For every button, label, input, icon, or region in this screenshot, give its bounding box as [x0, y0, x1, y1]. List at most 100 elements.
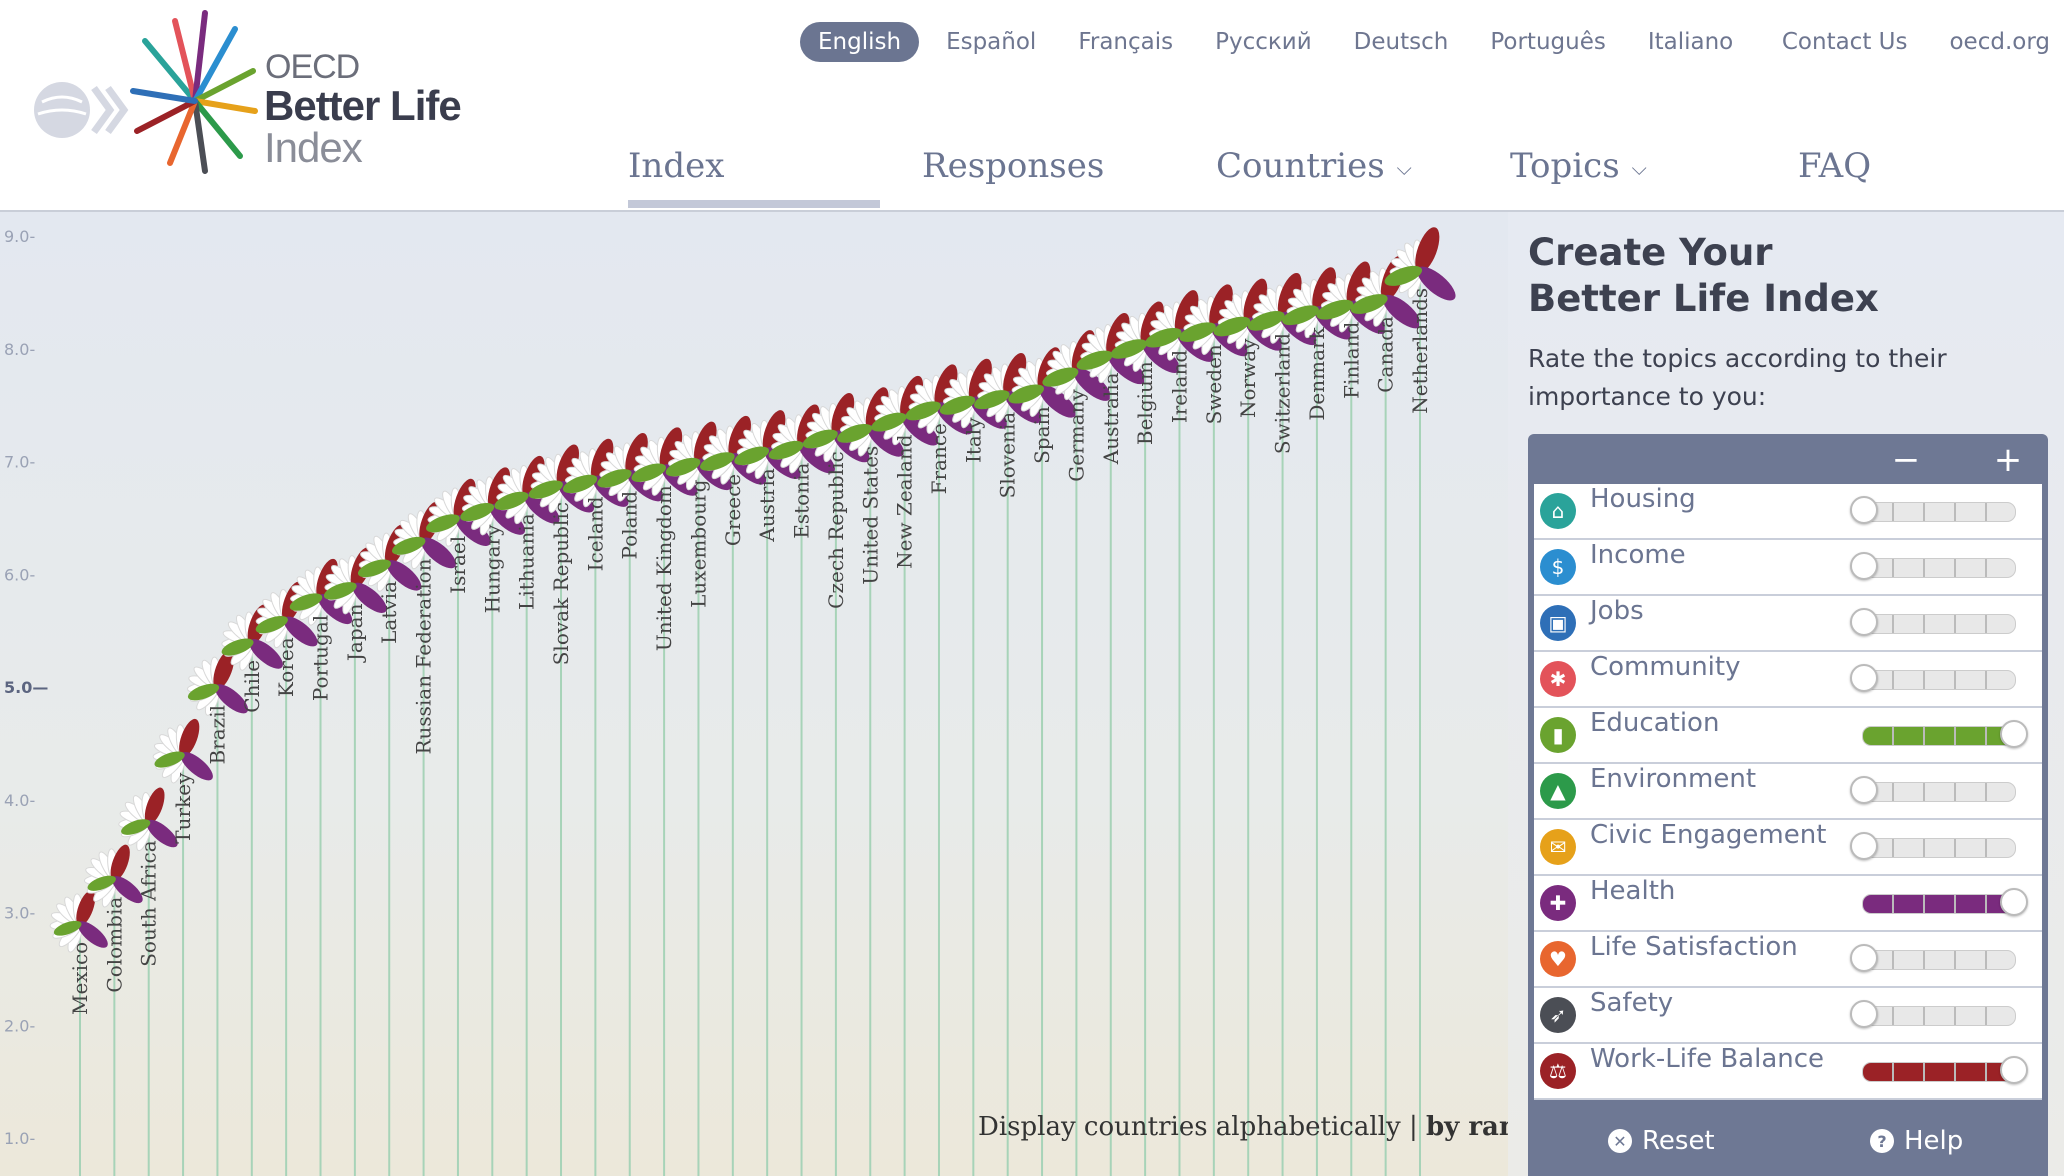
country-label[interactable]: Japan [343, 603, 367, 663]
country-label[interactable]: Australia [1099, 372, 1123, 465]
country-label[interactable]: Brazil [205, 705, 229, 765]
lang-english[interactable]: English [800, 22, 920, 62]
topic-slider[interactable] [1862, 1006, 2016, 1026]
topic-slider[interactable] [1862, 670, 2016, 690]
country-flower[interactable]: Lithuania [492, 453, 564, 1176]
slider-handle[interactable] [1850, 1000, 1878, 1028]
country-label[interactable]: Mexico [68, 942, 92, 1015]
topic-slider[interactable] [1862, 782, 2016, 802]
country-label[interactable]: Ireland [1167, 350, 1191, 423]
lang-deutsch[interactable]: Deutsch [1353, 29, 1449, 55]
country-label[interactable]: Slovak Republic [549, 502, 573, 665]
country-label[interactable]: Lithuania [515, 513, 539, 610]
country-label[interactable]: Finland [1339, 321, 1363, 398]
country-flower[interactable]: Hungary [458, 465, 530, 1176]
slider-handle[interactable] [2000, 1056, 2028, 1084]
country-flower[interactable]: Israel [424, 476, 495, 1176]
country-label[interactable]: Turkey [171, 772, 195, 844]
nav-responses[interactable]: Responses [922, 146, 1104, 186]
nav-index[interactable]: Index [628, 146, 724, 186]
reset-button[interactable]: ✕ Reset [1608, 1126, 1715, 1156]
country-label[interactable]: Israel [446, 536, 470, 594]
country-flower[interactable]: Russian Federation [390, 499, 461, 1176]
country-label[interactable]: France [927, 423, 951, 494]
better-life-flower-logo-icon[interactable] [130, 6, 260, 176]
country-flower[interactable]: Colombia [83, 842, 147, 1176]
country-label[interactable]: Portugal [309, 615, 333, 701]
lang-espanol[interactable]: Español [946, 29, 1037, 55]
country-flower[interactable]: Turkey [152, 716, 217, 1176]
country-label[interactable]: Belgium [1133, 361, 1157, 445]
country-label[interactable]: United Kingdom [652, 485, 676, 651]
country-flower[interactable]: Germany [1040, 327, 1116, 1176]
sort-alphabetically-link[interactable]: Display countries alphabetically [978, 1112, 1401, 1142]
slider-handle[interactable] [1850, 608, 1878, 636]
topic-slider[interactable] [1862, 558, 2016, 578]
help-button[interactable]: ? Help [1870, 1126, 1963, 1156]
lang-francais[interactable]: Français [1078, 29, 1174, 55]
country-label[interactable]: Latvia [377, 581, 401, 644]
slider-handle[interactable] [1850, 496, 1878, 524]
contact-us-link[interactable]: Contact Us [1781, 29, 1908, 55]
country-flower[interactable]: Canada [1348, 253, 1426, 1176]
country-label[interactable]: Russian Federation [412, 558, 436, 754]
topic-slider[interactable] [1862, 502, 2016, 522]
country-label[interactable]: Sweden [1202, 344, 1226, 424]
lang-russian[interactable]: Русский [1215, 29, 1312, 55]
lang-portugues[interactable]: Português [1490, 29, 1606, 55]
country-flower[interactable]: Netherlands [1382, 224, 1461, 1176]
slider-handle[interactable] [1850, 776, 1878, 804]
country-flower[interactable]: Slovak Republic [526, 442, 598, 1176]
country-flower[interactable]: Denmark [1280, 264, 1357, 1176]
nav-topics[interactable]: Topics ⌵ [1510, 146, 1647, 186]
country-label[interactable]: Iceland [583, 496, 607, 571]
country-label[interactable]: Spain [1030, 406, 1054, 464]
increase-all-button[interactable]: + [1993, 440, 2023, 480]
slider-handle[interactable] [1850, 552, 1878, 580]
country-label[interactable]: Norway [1236, 338, 1260, 418]
country-label[interactable]: South Africa [137, 840, 161, 967]
country-label[interactable]: Denmark [1305, 326, 1329, 420]
slider-handle[interactable] [2000, 888, 2028, 916]
lang-italiano[interactable]: Italiano [1647, 29, 1734, 55]
country-flower[interactable]: Belgium [1108, 299, 1184, 1176]
country-label[interactable]: Chile [240, 660, 264, 713]
topic-slider[interactable] [1862, 894, 2016, 914]
country-label[interactable]: Korea [274, 637, 298, 697]
slider-handle[interactable] [1850, 664, 1878, 692]
oecd-globe-icon[interactable] [32, 80, 132, 144]
country-label[interactable]: Italy [961, 417, 985, 463]
topic-slider[interactable] [1862, 614, 2016, 634]
country-label[interactable]: Germany [1064, 389, 1088, 482]
country-flower[interactable]: Spain [1006, 344, 1081, 1176]
oecd-org-link[interactable]: oecd.org [1949, 29, 2050, 55]
country-label[interactable]: Czech Republic [824, 451, 848, 609]
country-label[interactable]: Hungary [480, 524, 504, 613]
slider-handle[interactable] [1850, 944, 1878, 972]
slider-handle[interactable] [1850, 832, 1878, 860]
country-flower[interactable]: Sweden [1177, 281, 1254, 1176]
topic-slider[interactable] [1862, 838, 2016, 858]
country-label[interactable]: United States [858, 446, 882, 585]
country-flower[interactable]: Mexico [49, 888, 112, 1176]
country-label[interactable]: Luxembourg [686, 479, 710, 608]
country-label[interactable]: Switzerland [1271, 333, 1295, 454]
country-label[interactable]: Austria [755, 468, 779, 543]
topic-slider[interactable] [1862, 950, 2016, 970]
country-flower[interactable]: Poland [595, 430, 668, 1176]
country-label[interactable]: Colombia [102, 897, 126, 993]
country-label[interactable]: Canada [1374, 316, 1398, 393]
country-flower[interactable]: Luxembourg [663, 419, 736, 1176]
nav-countries[interactable]: Countries ⌵ [1216, 146, 1412, 186]
country-flower[interactable]: United Kingdom [629, 425, 702, 1176]
country-flower[interactable]: South Africa [118, 785, 181, 1176]
country-label[interactable]: Slovenia [996, 412, 1020, 499]
country-label[interactable]: Greece [721, 474, 745, 546]
country-flower[interactable]: United States [835, 384, 909, 1176]
topic-slider[interactable] [1862, 1062, 2016, 1082]
country-flower[interactable]: Czech Republic [800, 390, 874, 1176]
decrease-all-button[interactable]: − [1891, 440, 1921, 480]
country-flower[interactable]: Iceland [561, 436, 634, 1176]
topic-slider[interactable] [1862, 726, 2016, 746]
country-label[interactable]: Poland [618, 491, 642, 560]
